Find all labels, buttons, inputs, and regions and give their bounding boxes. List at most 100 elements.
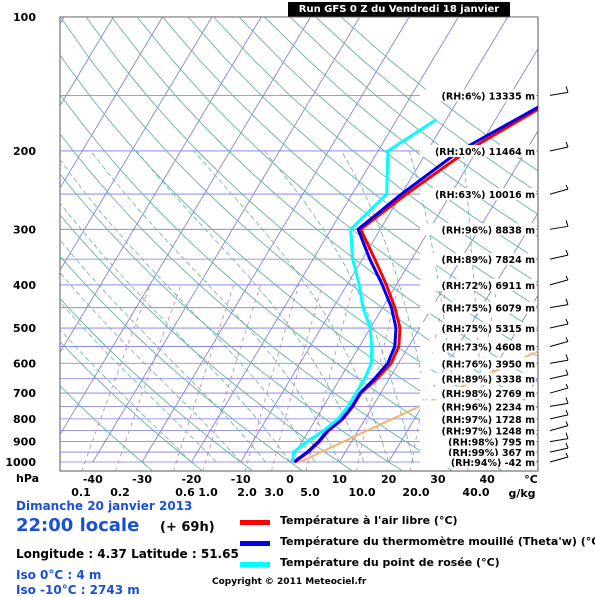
forecast-offset: (+ 69h) — [160, 520, 215, 535]
x-tick-label: -40 — [83, 473, 103, 486]
wind-barb — [550, 403, 568, 406]
mixing-ratio-tick: 5.0 — [300, 486, 320, 499]
level-label: (RH:89%) 3338 m — [442, 375, 536, 386]
level-label: (RH:97%) 1728 m — [442, 415, 536, 426]
wind-barb-flag — [566, 370, 568, 375]
wind-barb-flag — [566, 299, 568, 305]
skew-t-chart: 1002003004005006007008009001000hPa-40-30… — [0, 0, 595, 500]
legend-label-dew: Température du point de rosée (°C) — [280, 556, 500, 569]
level-label: (RH:98%) 2769 m — [442, 389, 536, 400]
mixing-ratio-unit: g/kg — [508, 487, 535, 500]
iso-minus-ten: Iso -10°C : 2743 m — [16, 583, 140, 597]
wind-barb — [550, 388, 568, 393]
x-tick-label: 40 — [480, 473, 496, 486]
wind-barb-flag — [566, 276, 568, 280]
level-label: (RH:75%) 6079 m — [442, 304, 536, 315]
forecast-date: Dimanche 20 janvier 2013 — [16, 499, 192, 513]
legend-item-wet: Température du thermomètre mouillé (Thet… — [240, 535, 590, 551]
wind-barb — [550, 189, 568, 194]
wind-barb — [550, 255, 568, 259]
wind-barb — [550, 280, 568, 285]
y-tick-label: 500 — [13, 322, 36, 335]
wind-barb — [550, 426, 568, 431]
y-tick-label: 700 — [13, 387, 36, 400]
x-tick-label: -10 — [231, 473, 251, 486]
wind-barb — [550, 92, 568, 95]
wind-barb — [550, 341, 568, 346]
y-tick-label: 100 — [13, 11, 36, 24]
mixing-ratio-tick: 1.0 — [198, 486, 218, 499]
legend-item-temp: Température à l'air libre (°C) — [240, 514, 590, 530]
wind-barb-flag — [566, 410, 568, 415]
wind-barb-flag — [566, 185, 568, 189]
y-tick-label: 200 — [13, 145, 36, 158]
level-label: (RH:75%) 5315 m — [442, 324, 536, 335]
wind-barb-flag — [566, 86, 568, 92]
wind-barb — [550, 305, 568, 308]
level-label: (RH:72%) 6911 m — [442, 281, 536, 292]
wind-barb — [550, 439, 568, 442]
wind-barb — [550, 226, 568, 229]
mixing-ratio-tick: 40.0 — [462, 486, 489, 499]
wind-barb-flag — [566, 354, 568, 360]
y-tick-label: 1000 — [5, 456, 36, 469]
wind-barb — [550, 415, 568, 419]
legend-item-dew: Température du point de rosée (°C) — [240, 556, 590, 572]
y-tick-label: 300 — [13, 223, 36, 236]
y-tick-label: 400 — [13, 279, 36, 292]
level-label: (RH:73%) 4608 m — [442, 342, 536, 353]
mixing-ratio-tick: 0.2 — [110, 486, 130, 499]
wind-barb — [550, 324, 568, 328]
wind-barb-flag — [566, 220, 568, 226]
coordinates: Longitude : 4.37 Latitude : 51.65 — [16, 547, 239, 561]
mixing-ratio-tick: 3.0 — [264, 486, 284, 499]
level-label: (RH:89%) 7824 m — [442, 255, 536, 266]
level-label: (RH:10%) 11464 m — [435, 147, 535, 158]
level-label: (RH:76%) 3950 m — [442, 359, 536, 370]
level-label: (RH:96%) 8838 m — [442, 225, 536, 236]
iso-zero: Iso 0°C : 4 m — [16, 568, 101, 582]
x-tick-label: 0 — [286, 473, 294, 486]
wind-barb — [550, 457, 568, 462]
wind-barb-flag — [566, 397, 568, 403]
y-tick-label: 900 — [13, 436, 36, 449]
mixing-ratio-tick: 2.0 — [237, 486, 257, 499]
wind-barb-flag — [566, 453, 568, 457]
legend-swatch-wet — [240, 541, 270, 546]
wind-barb — [550, 147, 568, 151]
legend-swatch-dew — [240, 562, 270, 567]
mixing-ratio-tick: 0.1 — [71, 486, 91, 499]
level-label: (RH:63%) 10016 m — [435, 190, 535, 201]
wind-barb — [550, 448, 568, 452]
y-tick-label: 600 — [13, 357, 36, 370]
legend-label-wet: Température du thermomètre mouillé (Thet… — [280, 535, 595, 548]
wind-barb-flag — [566, 319, 568, 324]
x-tick-label: 20 — [381, 473, 397, 486]
x-tick-label: 10 — [332, 473, 348, 486]
x-tick-label: -30 — [132, 473, 152, 486]
mixing-ratio-tick: 20.0 — [402, 486, 429, 499]
legend-swatch-temp — [240, 520, 270, 525]
mixing-ratio-tick: 0.6 — [175, 486, 195, 499]
mixing-ratio-tick: 10.0 — [348, 486, 375, 499]
isotherm-line — [537, 17, 595, 462]
level-label: (RH:96%) 2234 m — [442, 402, 536, 413]
legend-label-temp: Température à l'air libre (°C) — [280, 514, 458, 527]
wind-barb — [550, 360, 568, 363]
wind-barb-flag — [566, 250, 568, 255]
x-tick-label: 30 — [430, 473, 446, 486]
wind-barb-flag — [566, 384, 568, 388]
wind-barb — [550, 375, 568, 379]
y-axis-label: hPa — [16, 472, 39, 485]
wind-barb-flag — [566, 433, 568, 439]
y-tick-label: 800 — [13, 413, 36, 426]
wind-barb-flag — [566, 142, 568, 147]
x-axis-label: °C — [524, 473, 538, 486]
forecast-time: 22:00 locale — [16, 515, 139, 536]
copyright: Copyright © 2011 Meteociel.fr — [212, 577, 366, 587]
wind-barb-flag — [566, 422, 568, 426]
level-label: (RH:6%) 13335 m — [442, 91, 536, 102]
wind-barb-flag — [566, 443, 568, 448]
wind-barb-flag — [566, 337, 568, 341]
level-label: (RH:94%) -42 m — [451, 458, 535, 469]
